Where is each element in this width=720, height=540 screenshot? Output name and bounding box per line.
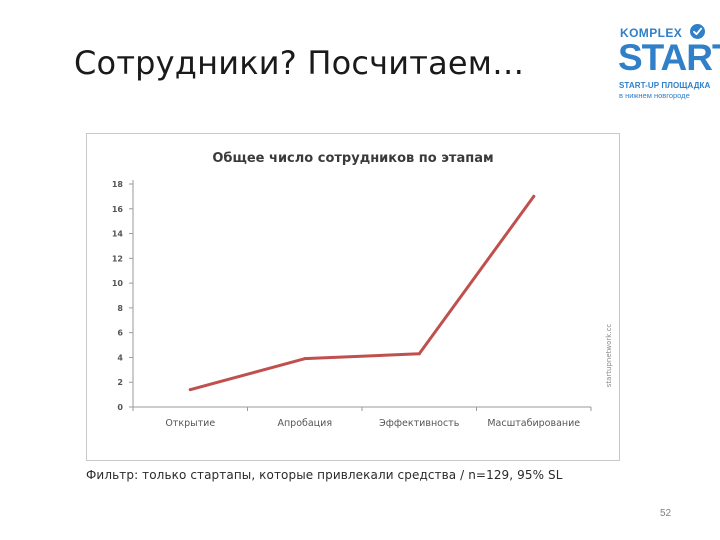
slide-title: Сотрудники? Посчитаем…	[74, 44, 525, 82]
series-line	[188, 194, 536, 392]
y-tick-label: 14	[112, 230, 124, 239]
logo-start-text: START	[618, 37, 720, 78]
y-tick-label: 18	[112, 180, 124, 189]
x-tick-label: Масштабирование	[487, 418, 580, 429]
y-tick-label: 2	[117, 378, 123, 387]
x-tick-label: Апробация	[277, 418, 332, 429]
y-tick-label: 10	[112, 279, 124, 288]
y-tick-label: 4	[117, 353, 123, 362]
x-tick-label: Открытие	[165, 418, 215, 429]
logo-tagline-city: в нижнем новгороде	[619, 91, 690, 100]
chart-watermark: startupnetwork.cc	[605, 324, 613, 388]
y-tick-label: 6	[117, 329, 123, 338]
x-tick-label: Эффективность	[379, 418, 460, 429]
data-point	[303, 357, 307, 361]
data-point	[532, 194, 536, 198]
y-tick-label: 8	[117, 304, 123, 313]
data-point	[417, 352, 421, 356]
checkmark-icon	[690, 24, 705, 39]
y-tick-label: 12	[112, 254, 123, 263]
logo-komplex-text: KOMPLEX	[620, 26, 683, 40]
chart-title: Общее число сотрудников по этапам	[212, 151, 493, 166]
filter-note: Фильтр: только стартапы, которые привлек…	[86, 468, 563, 482]
employees-line-chart: Общее число сотрудников по этапам startu…	[112, 151, 613, 429]
y-tick-label: 0	[117, 403, 123, 412]
chart-frame: Общее число сотрудников по этапам startu…	[86, 133, 620, 461]
y-tick-label: 16	[112, 205, 124, 214]
logo-tagline: START-UP ПЛОЩАДКА	[619, 81, 711, 90]
data-point	[188, 388, 192, 392]
page-number: 52	[660, 508, 672, 519]
komplex-start-logo: KOMPLEX START START-UP ПЛОЩАДКА в нижнем…	[618, 22, 720, 104]
